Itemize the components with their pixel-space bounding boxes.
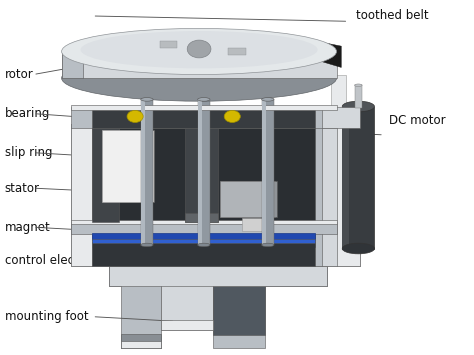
Text: mounting foot: mounting foot — [5, 310, 88, 323]
Polygon shape — [62, 51, 83, 78]
Polygon shape — [149, 130, 154, 202]
Ellipse shape — [262, 98, 274, 101]
Polygon shape — [337, 124, 360, 266]
Polygon shape — [71, 222, 337, 234]
Ellipse shape — [342, 243, 374, 254]
Polygon shape — [322, 106, 360, 128]
Ellipse shape — [342, 101, 374, 112]
Text: slip ring: slip ring — [5, 146, 52, 159]
Ellipse shape — [62, 28, 337, 75]
Circle shape — [224, 110, 240, 122]
Polygon shape — [262, 99, 274, 245]
Polygon shape — [342, 106, 349, 248]
Polygon shape — [185, 213, 218, 222]
Polygon shape — [262, 99, 266, 245]
Polygon shape — [92, 239, 315, 243]
Text: DC motor: DC motor — [389, 114, 445, 127]
Polygon shape — [198, 99, 210, 245]
Polygon shape — [92, 242, 315, 266]
Polygon shape — [141, 99, 145, 245]
Polygon shape — [109, 256, 327, 268]
Polygon shape — [306, 39, 341, 67]
Polygon shape — [342, 106, 374, 248]
Polygon shape — [185, 124, 218, 222]
Polygon shape — [220, 181, 275, 217]
Polygon shape — [161, 284, 213, 330]
Polygon shape — [92, 106, 315, 128]
Polygon shape — [213, 284, 265, 348]
Polygon shape — [331, 75, 346, 124]
Polygon shape — [71, 124, 337, 266]
Polygon shape — [92, 124, 118, 222]
Polygon shape — [355, 85, 362, 108]
Circle shape — [127, 110, 143, 122]
Polygon shape — [62, 51, 337, 78]
Ellipse shape — [262, 243, 274, 247]
Ellipse shape — [198, 243, 210, 247]
Text: rotor: rotor — [5, 68, 34, 81]
Circle shape — [187, 40, 211, 58]
Polygon shape — [141, 99, 153, 245]
Text: control electronics: control electronics — [5, 255, 114, 267]
Polygon shape — [198, 99, 202, 245]
Polygon shape — [92, 233, 315, 240]
Polygon shape — [121, 341, 161, 348]
Polygon shape — [273, 181, 277, 217]
Polygon shape — [213, 286, 265, 335]
Polygon shape — [242, 218, 265, 231]
Polygon shape — [121, 334, 161, 348]
Polygon shape — [71, 105, 337, 110]
Text: bearing: bearing — [5, 107, 50, 120]
Polygon shape — [109, 267, 327, 286]
Ellipse shape — [141, 98, 153, 101]
Text: stator: stator — [5, 182, 40, 195]
Polygon shape — [109, 266, 327, 286]
Ellipse shape — [141, 243, 153, 247]
Text: toothed belt: toothed belt — [356, 10, 428, 22]
Polygon shape — [160, 41, 177, 48]
Ellipse shape — [198, 98, 210, 101]
Text: magnet: magnet — [5, 221, 51, 234]
Polygon shape — [102, 130, 152, 202]
Ellipse shape — [62, 55, 337, 101]
Polygon shape — [121, 284, 161, 348]
Polygon shape — [228, 48, 246, 55]
Polygon shape — [92, 128, 315, 247]
Polygon shape — [71, 124, 92, 266]
Polygon shape — [71, 220, 337, 224]
Ellipse shape — [355, 84, 362, 86]
Ellipse shape — [81, 31, 318, 68]
Polygon shape — [71, 106, 337, 128]
Polygon shape — [322, 124, 360, 266]
Polygon shape — [161, 320, 213, 330]
